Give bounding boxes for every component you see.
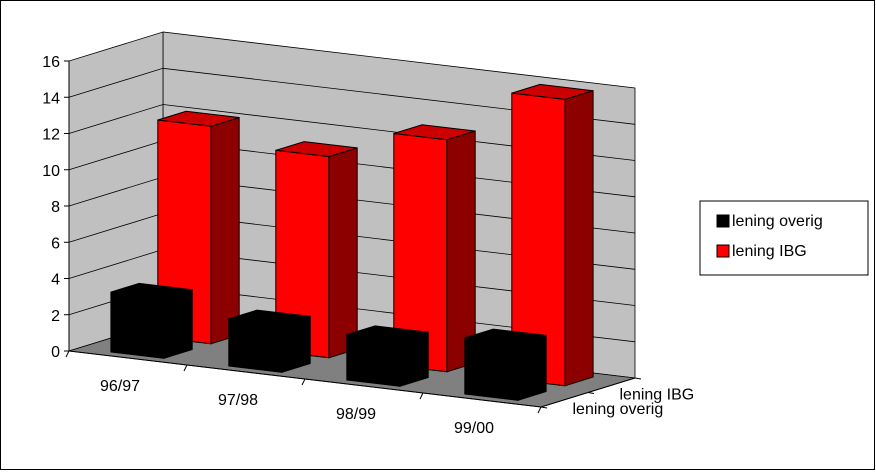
bar-side [163, 289, 193, 359]
bar-side [564, 90, 594, 387]
legend-label: lening overig [732, 213, 823, 230]
depth-tick-mark [634, 377, 642, 380]
category-label: 99/00 [454, 420, 494, 437]
depth-tick-mark [540, 406, 548, 409]
bar-top [157, 110, 240, 127]
value-tick-label: 12 [42, 127, 60, 144]
category-label: 98/99 [336, 406, 376, 423]
legend-swatch [716, 214, 730, 228]
gridline [68, 67, 636, 125]
value-tick-label: 2 [51, 308, 60, 325]
bar-side [281, 315, 311, 373]
bar-side [399, 331, 429, 387]
value-tick-label: 8 [51, 199, 60, 216]
category-tick-mark [65, 350, 70, 358]
bar-top [110, 282, 193, 299]
category-tick-mark [183, 364, 188, 372]
bar-front [346, 334, 401, 387]
value-tick-label: 4 [51, 272, 60, 289]
bar-front [464, 337, 519, 401]
bar-top [275, 141, 358, 158]
bar-top [228, 309, 311, 326]
bar-top [511, 83, 594, 100]
value-tick-label: 10 [42, 163, 60, 180]
depth-label: lening overig [573, 401, 664, 418]
category-tick-mark [419, 392, 424, 400]
depth-tick-mark [587, 392, 595, 394]
legend-swatch [716, 244, 730, 258]
value-tick-label: 0 [51, 344, 60, 361]
bar-front [228, 318, 283, 373]
legend-box [699, 200, 869, 276]
bar-side [328, 147, 358, 359]
category-tick-mark [301, 378, 306, 386]
bar-front [110, 291, 165, 359]
value-tick-label: 14 [42, 90, 60, 107]
legend-label: lening IBG [732, 243, 807, 260]
gridline [68, 104, 636, 161]
value-tick-label: 16 [42, 54, 60, 71]
bar-top [464, 328, 547, 345]
category-tick-mark [537, 406, 542, 414]
category-label: 97/98 [218, 392, 258, 409]
bar-top [393, 124, 476, 141]
bar-top [346, 325, 429, 342]
value-tick-label: 6 [51, 235, 60, 252]
depth-label: lening IBG [620, 386, 695, 403]
bar-side [517, 334, 547, 401]
category-label: 96/97 [100, 378, 140, 395]
bar-side [210, 116, 240, 345]
